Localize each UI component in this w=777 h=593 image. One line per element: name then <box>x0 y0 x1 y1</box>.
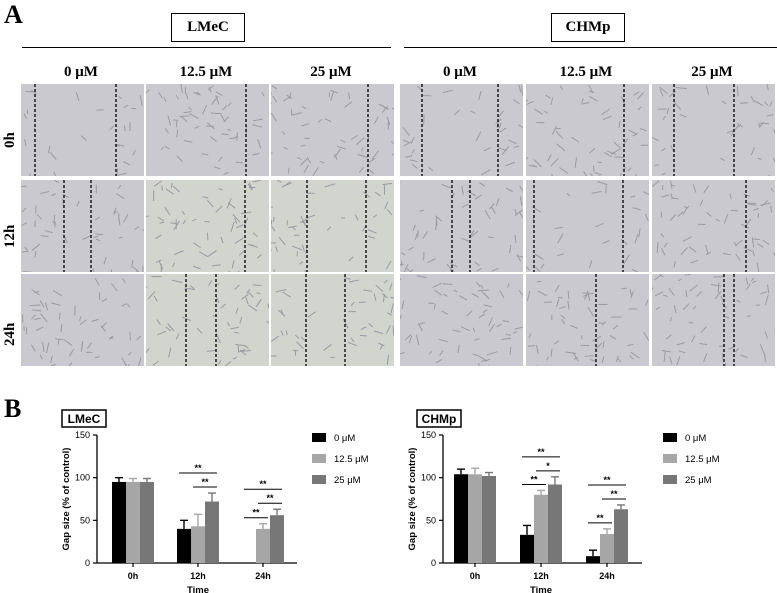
panel-b-label: B <box>4 394 22 423</box>
bar <box>140 481 154 563</box>
x-tick-label: 24h <box>599 571 615 581</box>
micrograph-tile <box>526 84 649 176</box>
chart-title-box <box>61 409 107 428</box>
row-header: 24h <box>2 322 18 346</box>
y-tick-label: 50 <box>426 515 436 525</box>
column-header: 0 μM <box>443 64 477 80</box>
column-header: 25 μM <box>310 64 352 80</box>
panel-a-label: A <box>4 0 23 29</box>
bar <box>600 533 614 563</box>
legend-label: 12.5 μM <box>334 454 369 465</box>
legend-label: 0 μM <box>685 433 706 444</box>
bar <box>614 509 628 563</box>
y-tick-label: 100 <box>75 473 90 483</box>
significance-label: ** <box>610 489 618 499</box>
group-label-chmp: CHMp <box>551 13 625 42</box>
legend-label: 25 μM <box>685 475 712 486</box>
micrograph-tile <box>146 180 269 272</box>
micrograph-tile <box>271 180 394 272</box>
y-axis-label: Gap size (% of control) <box>407 448 418 551</box>
y-tick-label: 0 <box>85 558 90 568</box>
y-tick-label: 150 <box>421 430 436 440</box>
significance-label: ** <box>537 447 545 457</box>
x-tick-label: 12h <box>190 571 206 581</box>
micrograph-tile <box>526 274 649 366</box>
legend-swatch <box>312 475 326 484</box>
x-tick-label: 0h <box>470 571 481 581</box>
micrograph-tile <box>21 180 144 272</box>
significance-label: ** <box>201 477 209 487</box>
micrograph-tile <box>400 274 523 366</box>
micrograph-tile <box>652 180 775 272</box>
legend-swatch <box>663 433 677 442</box>
column-header: 12.5 μM <box>559 64 613 80</box>
bar <box>270 515 284 563</box>
x-axis-label: Time <box>187 585 209 593</box>
significance-label: ** <box>530 474 538 484</box>
bar <box>126 481 140 563</box>
y-axis-label: Gap size (% of control) <box>61 448 72 551</box>
row-header: 12h <box>2 224 18 248</box>
micrograph-tile <box>21 84 144 176</box>
micrograph-tile <box>652 274 775 366</box>
significance-label: ** <box>266 493 274 503</box>
legend-swatch <box>312 454 326 463</box>
column-header: 12.5 μM <box>179 64 233 80</box>
bar <box>112 481 126 563</box>
legend-label: 12.5 μM <box>685 454 720 465</box>
legend-label: 25 μM <box>334 475 361 486</box>
x-tick-label: 0h <box>128 571 139 581</box>
bar <box>534 494 548 563</box>
significance-label: * <box>546 461 550 471</box>
bar <box>177 528 191 563</box>
micrograph-tile <box>400 180 523 272</box>
micrograph-tile <box>146 274 269 366</box>
chart-title: CHMp <box>422 412 457 426</box>
micrograph-tile <box>21 274 144 366</box>
micrograph-tile <box>146 84 269 176</box>
bar <box>191 526 205 563</box>
micrograph-tile <box>271 84 394 176</box>
legend-swatch <box>312 433 326 442</box>
significance-label: ** <box>252 508 260 518</box>
x-axis-label: Time <box>530 585 552 593</box>
y-tick-label: 50 <box>80 515 90 525</box>
significance-label: ** <box>603 475 611 485</box>
row-header: 0h <box>2 132 18 148</box>
group-divider-chmp <box>404 47 777 48</box>
bar <box>468 474 482 563</box>
x-tick-label: 12h <box>533 571 549 581</box>
legend-swatch <box>663 475 677 484</box>
bar <box>205 501 219 563</box>
significance-label: ** <box>259 479 267 489</box>
significance-label: ** <box>194 463 202 473</box>
bar <box>586 556 600 563</box>
bar <box>454 474 468 563</box>
legend-swatch <box>663 454 677 463</box>
micrograph-tile <box>652 84 775 176</box>
micrograph-tile <box>271 274 394 366</box>
bar <box>520 534 534 563</box>
group-label-lmec: LMeC <box>171 13 245 42</box>
column-header: 25 μM <box>691 64 733 80</box>
y-tick-label: 100 <box>421 473 436 483</box>
chart-title: LMeC <box>68 412 101 426</box>
x-tick-label: 24h <box>255 571 271 581</box>
chart-title-box <box>416 409 462 428</box>
group-divider-lmec <box>22 47 391 48</box>
micrograph-tile <box>400 84 523 176</box>
bar <box>482 475 496 563</box>
micrograph-tile <box>526 180 649 272</box>
bar <box>256 528 270 563</box>
y-tick-label: 0 <box>431 558 436 568</box>
significance-label: ** <box>596 513 604 523</box>
legend-label: 0 μM <box>334 433 355 444</box>
y-tick-label: 150 <box>75 430 90 440</box>
bar <box>548 484 562 563</box>
column-header: 0 μM <box>64 64 98 80</box>
